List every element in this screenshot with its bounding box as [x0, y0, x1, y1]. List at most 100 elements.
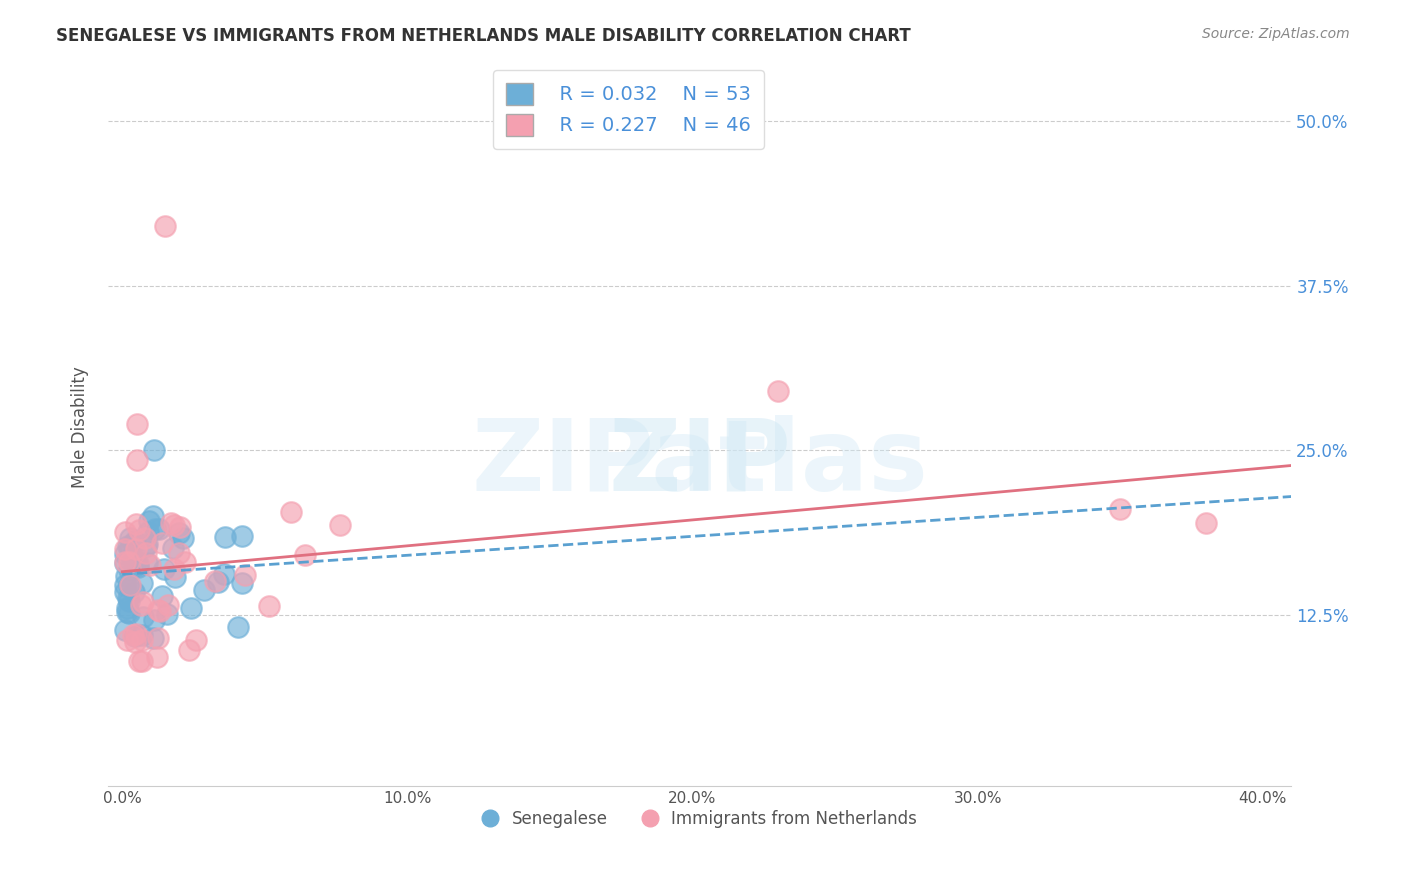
- Point: [146, 603, 169, 617]
- Point: [131, 633, 153, 648]
- Point: [132, 609, 155, 624]
- Point: [114, 541, 136, 556]
- Point: [162, 517, 184, 532]
- Point: [124, 629, 146, 643]
- Point: [207, 575, 229, 590]
- Point: [231, 576, 253, 591]
- Point: [766, 384, 789, 398]
- Point: [294, 548, 316, 562]
- Text: ZIPatlas: ZIPatlas: [471, 415, 928, 511]
- Point: [156, 607, 179, 622]
- Point: [139, 558, 162, 572]
- Point: [127, 558, 149, 572]
- Point: [129, 598, 152, 612]
- Point: [157, 598, 180, 612]
- Point: [212, 567, 235, 582]
- Point: [114, 585, 136, 599]
- Point: [153, 562, 176, 576]
- Point: [146, 632, 169, 646]
- Point: [135, 546, 157, 560]
- Point: [124, 533, 146, 548]
- Point: [138, 514, 160, 528]
- Point: [131, 654, 153, 668]
- Point: [143, 443, 166, 458]
- Point: [329, 518, 352, 533]
- Point: [128, 654, 150, 668]
- Point: [131, 575, 153, 590]
- Point: [114, 555, 136, 569]
- Legend: Senegalese, Immigrants from Netherlands: Senegalese, Immigrants from Netherlands: [475, 804, 924, 835]
- Point: [121, 628, 143, 642]
- Point: [117, 591, 139, 605]
- Point: [128, 523, 150, 537]
- Point: [169, 520, 191, 534]
- Point: [280, 505, 302, 519]
- Point: [120, 540, 142, 554]
- Point: [134, 532, 156, 546]
- Point: [167, 525, 190, 540]
- Point: [233, 568, 256, 582]
- Point: [122, 585, 145, 599]
- Point: [125, 417, 148, 431]
- Point: [142, 631, 165, 645]
- Text: Source: ZipAtlas.com: Source: ZipAtlas.com: [1202, 27, 1350, 41]
- Text: ZIP: ZIP: [609, 415, 792, 511]
- Point: [163, 562, 186, 576]
- Point: [231, 529, 253, 543]
- Point: [184, 633, 207, 648]
- Point: [115, 600, 138, 615]
- Point: [172, 532, 194, 546]
- Point: [125, 542, 148, 557]
- Point: [193, 582, 215, 597]
- Point: [136, 556, 159, 570]
- Point: [118, 577, 141, 591]
- Point: [127, 453, 149, 467]
- Point: [180, 601, 202, 615]
- Point: [118, 563, 141, 577]
- Point: [163, 570, 186, 584]
- Point: [127, 560, 149, 574]
- Point: [142, 509, 165, 524]
- Point: [136, 525, 159, 540]
- Point: [125, 626, 148, 640]
- Point: [226, 620, 249, 634]
- Point: [1195, 516, 1218, 530]
- Point: [204, 574, 226, 589]
- Point: [125, 517, 148, 532]
- Point: [150, 536, 173, 550]
- Point: [114, 569, 136, 583]
- Point: [114, 578, 136, 592]
- Point: [136, 537, 159, 551]
- Point: [159, 516, 181, 531]
- Point: [169, 545, 191, 559]
- Point: [114, 547, 136, 561]
- Point: [114, 525, 136, 540]
- Point: [132, 595, 155, 609]
- Point: [153, 219, 176, 234]
- Point: [120, 578, 142, 592]
- Point: [257, 599, 280, 613]
- Point: [135, 539, 157, 553]
- Point: [142, 613, 165, 627]
- Point: [131, 628, 153, 642]
- Point: [115, 633, 138, 648]
- Y-axis label: Male Disability: Male Disability: [72, 367, 89, 488]
- Point: [114, 623, 136, 637]
- Point: [173, 555, 195, 569]
- Point: [118, 594, 141, 608]
- Point: [118, 531, 141, 545]
- Point: [114, 557, 136, 571]
- Point: [214, 530, 236, 544]
- Point: [117, 606, 139, 620]
- Point: [150, 589, 173, 603]
- Point: [145, 649, 167, 664]
- Point: [143, 522, 166, 536]
- Point: [124, 635, 146, 649]
- Point: [121, 549, 143, 564]
- Point: [117, 605, 139, 619]
- Point: [1109, 502, 1132, 516]
- Point: [179, 643, 201, 657]
- Point: [148, 522, 170, 536]
- Point: [117, 539, 139, 553]
- Point: [122, 536, 145, 550]
